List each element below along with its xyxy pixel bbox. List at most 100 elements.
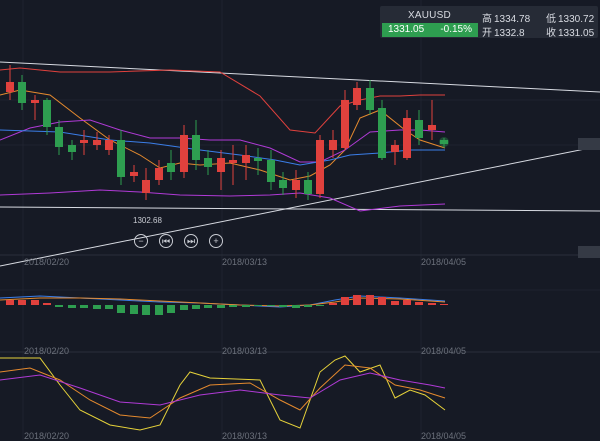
symbol-label: XAUUSD <box>408 10 451 21</box>
candle-body <box>93 140 101 145</box>
macd-bar <box>415 302 423 305</box>
macd-bar <box>167 305 175 313</box>
candle-body <box>316 140 324 194</box>
kdj-line <box>0 372 446 406</box>
macd-bar <box>378 297 386 305</box>
zoom-out-button[interactable]: − <box>134 234 148 248</box>
candle-body <box>279 180 287 188</box>
close-label: 收 <box>546 28 556 39</box>
candle-body <box>353 88 361 105</box>
candle-body <box>180 135 188 172</box>
macd-bar <box>80 305 88 308</box>
macd-bar <box>18 300 26 305</box>
ma-line <box>0 189 446 212</box>
candle-body <box>329 140 337 150</box>
macd-bar <box>428 303 436 305</box>
macd-bar <box>142 305 150 315</box>
candle-body <box>229 160 237 163</box>
trendline <box>0 61 600 93</box>
macd-bar <box>6 300 14 305</box>
change-percent: -0.15% <box>440 24 472 35</box>
high-value: 1334.78 <box>494 14 531 25</box>
candle-body <box>267 160 275 182</box>
macd-bar <box>192 305 200 309</box>
candle-body <box>155 168 163 180</box>
macd-bar <box>180 305 188 310</box>
candle-body <box>192 135 200 160</box>
macd-bar <box>55 305 63 307</box>
candle-body <box>292 180 300 190</box>
open-label: 开 <box>482 28 492 39</box>
candle-body <box>167 163 175 172</box>
candle-body <box>403 118 411 158</box>
macd-bar <box>391 301 399 305</box>
macd-bar <box>31 300 39 305</box>
candle-body <box>415 120 423 138</box>
quote-info-panel: XAUUSD 1331.05 -0.15% 高 1334.78 低 1330.72 … <box>380 6 598 39</box>
candle-body <box>366 88 374 110</box>
macd-bar <box>292 305 300 308</box>
macd-bar <box>279 305 287 307</box>
candle-body <box>31 100 39 103</box>
macd-bar <box>229 305 237 307</box>
high-stat: 高 1334.78 <box>482 10 530 25</box>
open-value: 1332.8 <box>494 28 525 39</box>
trendline <box>0 206 600 212</box>
low-price-annotation: 1302.68 <box>133 216 162 225</box>
macd-bar <box>254 305 262 306</box>
candle-body <box>378 108 386 158</box>
low-value: 1330.72 <box>558 14 595 25</box>
macd-bar <box>329 303 337 305</box>
macd-bar <box>440 304 448 305</box>
macd-bar <box>242 305 250 307</box>
macd-bar <box>267 305 275 306</box>
price-axis-marker <box>578 246 600 258</box>
macd-bar <box>366 295 374 305</box>
macd-bar <box>304 305 312 307</box>
candle-body <box>204 158 212 167</box>
current-price-glow <box>439 137 449 147</box>
candle-body <box>142 180 150 193</box>
kdj-date-label: 2018/02/20 <box>24 431 70 441</box>
main-date-label: 2018/04/05 <box>421 257 467 267</box>
low-stat: 低 1330.72 <box>546 10 594 25</box>
main-date-label: 2018/03/13 <box>222 257 268 267</box>
macd-bar <box>43 303 51 305</box>
macd-bar <box>155 305 163 315</box>
candle-body <box>304 180 312 194</box>
macd-bar <box>403 300 411 305</box>
candle-body <box>428 125 436 130</box>
zoom-in-button[interactable]: + <box>209 234 223 248</box>
macd-bar <box>341 297 349 305</box>
main-date-label: 2018/02/20 <box>24 257 70 267</box>
candle-body <box>341 100 349 148</box>
candle-body <box>18 82 26 103</box>
scroll-end-button[interactable]: ⏭ <box>184 234 198 248</box>
candle-body <box>6 82 14 92</box>
macd-bar <box>353 295 361 305</box>
close-stat: 收 1331.05 <box>546 24 594 39</box>
macd-date-label: 2018/03/13 <box>222 346 268 356</box>
kdj-line <box>0 355 446 431</box>
candle-body <box>105 140 113 150</box>
candle-body <box>391 145 399 152</box>
low-label: 低 <box>546 14 556 25</box>
macd-bar <box>217 305 225 308</box>
macd-bar <box>68 305 76 308</box>
macd-bar <box>130 305 138 314</box>
candle-body <box>80 140 88 143</box>
candle-body <box>43 100 51 127</box>
ma-line <box>0 89 446 181</box>
candle-body <box>130 172 138 176</box>
macd-bar <box>117 305 125 313</box>
candle-body <box>440 140 448 144</box>
price-axis-marker <box>578 138 600 150</box>
scroll-start-button[interactable]: ⏮ <box>159 234 173 248</box>
candle-body <box>242 155 250 163</box>
macd-bar <box>105 305 113 309</box>
kdj-line <box>0 364 446 419</box>
ma-line <box>0 67 445 134</box>
candle-body <box>217 158 225 172</box>
